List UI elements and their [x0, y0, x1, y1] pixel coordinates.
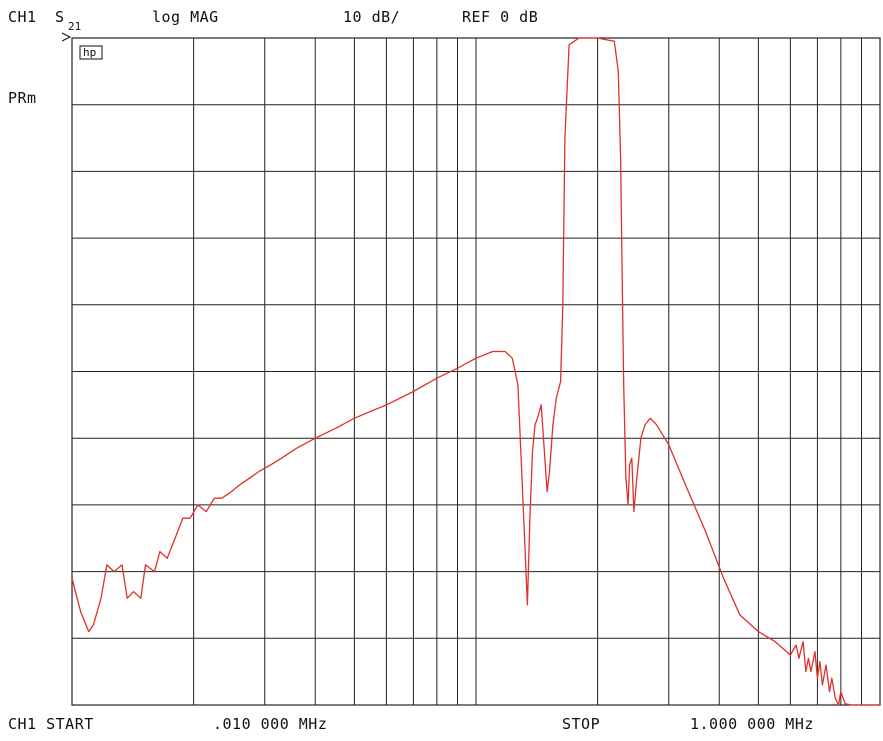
hp-marker-box: hp — [79, 45, 103, 60]
start-value: .010 000 MHz — [213, 715, 327, 733]
mode-label: PRm — [8, 89, 37, 107]
trace-group — [71, 37, 880, 706]
reference-marker-icon — [61, 32, 72, 42]
stop-value: 1.000 000 MHz — [690, 715, 814, 733]
start-label: CH1 START — [8, 715, 94, 733]
stop-label: STOP — [562, 715, 600, 733]
scale-label: 10 dB/ — [343, 8, 400, 26]
trace-s21 — [71, 37, 880, 706]
hp-box-label: hp — [83, 46, 96, 59]
parameter-subscript: 21 — [68, 20, 81, 33]
parameter-label: S — [55, 8, 65, 26]
format-label: log MAG — [152, 8, 219, 26]
reference-label: REF 0 dB — [462, 8, 538, 26]
channel-label: CH1 — [8, 8, 37, 26]
hp-box-frame — [79, 45, 103, 60]
graticule — [71, 37, 881, 706]
